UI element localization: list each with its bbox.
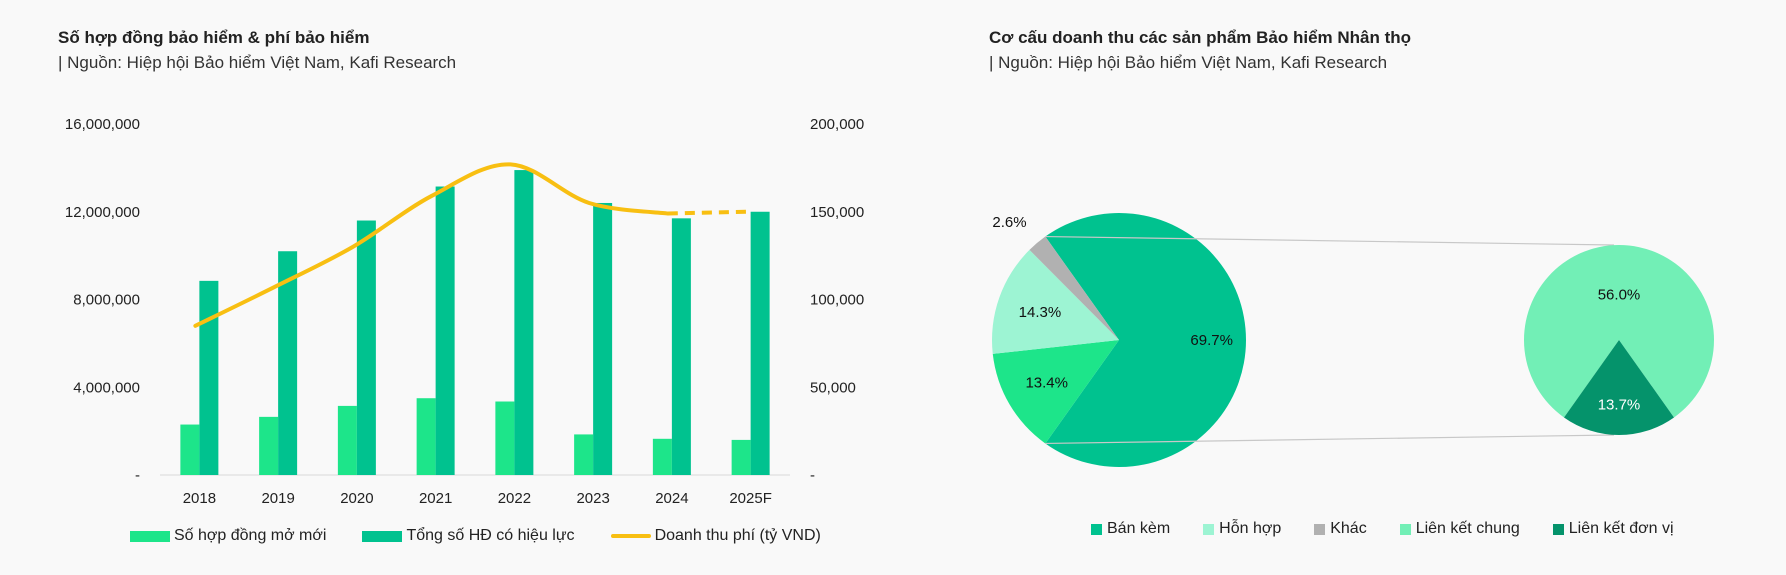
bar-total-contracts: [514, 170, 534, 475]
legend-item-ban-kem: Bán kèm: [1091, 520, 1170, 538]
left-axis-tick-label: 16,000,000: [65, 116, 140, 133]
legend-swatch-khac: [1314, 523, 1326, 535]
legend-swatch-ban-kem: [1091, 523, 1102, 535]
right-axis-tick-label: 50,000: [810, 379, 856, 396]
left-axis-tick-label: 8,000,000: [73, 292, 140, 309]
left-axis-tick-label: 4,000,000: [73, 379, 140, 396]
main-pie-slice-hon-hop-light: [992, 249, 1119, 354]
legend-item-lien-ket-don-vi: Liên kết đơn vị: [1552, 520, 1674, 538]
connector-line-bottom: [1045, 434, 1615, 445]
right-chart-panel: Cơ cấu doanh thu các sản phẩm Bảo hiểm N…: [900, 0, 1786, 575]
x-tick-label: 2020: [340, 490, 373, 507]
legend-label-revenue: Doanh thu phí (tỷ VND): [654, 527, 821, 544]
legend-item-khac: Khác: [1314, 520, 1367, 538]
right-axis-tick-label: 100,000: [810, 292, 864, 309]
main-pie-slice-ban-kem: [1045, 213, 1246, 467]
right-axis-tick-label: 200,000: [810, 116, 864, 133]
legend-label-lien-ket-chung: Liên kết chung: [1415, 520, 1520, 537]
legend-swatch-revenue: [610, 534, 651, 538]
x-tick-label: 2024: [655, 490, 688, 507]
legend-swatch-lien-ket-don-vi: [1552, 523, 1564, 535]
bar-new-contracts: [495, 401, 515, 475]
bar-new-contracts: [731, 439, 751, 475]
left-chart-subtitle: | Nguồn: Hiệp hội Bảo hiểm Việt Nam, Kaf…: [58, 53, 457, 72]
legend-item-hon-hop: Hỗn hợp: [1203, 520, 1281, 538]
connector-line-top: [1045, 235, 1615, 246]
bar-new-contracts: [574, 434, 594, 475]
right-axis-tick-label: -: [810, 467, 815, 484]
bar-line-chart: - 4,000,000 8,000,000 12,000,000 16,000,000 -…: [65, 116, 864, 507]
bar-total-contracts: [435, 186, 455, 475]
bar-new-contracts: [259, 416, 279, 475]
bar-new-contracts: [337, 405, 357, 475]
legend-item-revenue: Doanh thu phí (tỷ VND): [610, 527, 821, 545]
x-tick-label: 2025F: [729, 490, 772, 507]
legend-label-khac: Khác: [1330, 520, 1367, 537]
bar-total-contracts: [356, 220, 376, 475]
legend-swatch-total-contracts: [362, 530, 403, 542]
bar-total-contracts: [593, 202, 613, 475]
left-chart-panel: Số hợp đồng bảo hiểm & phí bảo hiểm | Ng…: [58, 28, 864, 545]
right-axis-tick-label: 150,000: [810, 204, 864, 221]
legend-label-total-contracts: Tổng số HĐ có hiệu lực: [406, 527, 575, 544]
bar-total-contracts: [671, 218, 691, 476]
main-pie-slice-hon-hop: [992, 340, 1119, 444]
x-tick-label: 2018: [183, 490, 216, 507]
legend-swatch-lien-ket-chung: [1399, 523, 1411, 535]
bar-new-contracts: [180, 424, 200, 475]
x-tick-label: 2022: [498, 490, 531, 507]
legend-label-new-contracts: Số hợp đồng mở mới: [174, 527, 327, 544]
left-axis-tick-label: -: [135, 467, 140, 484]
sub-pie-label: 13.7%: [1598, 397, 1641, 414]
legend-swatch-hon-hop: [1203, 523, 1215, 535]
sub-pie-label: 56.0%: [1598, 286, 1641, 303]
legend-label-ban-kem: Bán kèm: [1107, 520, 1171, 537]
legend-item-new-contracts: Số hợp đồng mở mới: [130, 527, 326, 545]
bar-new-contracts: [416, 398, 436, 475]
pie-of-pie-chart: 69.7% 13.4% 14.3% 2.6% 56.0% 13.7%: [992, 213, 1714, 467]
legend-label-lien-ket-don-vi: Liên kết đơn vị: [1568, 520, 1674, 537]
revenue-line-forecast: [667, 209, 747, 216]
right-chart-legend: Bán kèm Hỗn hợp Khác Liên kết chung Liên…: [1091, 520, 1674, 538]
left-chart-legend: Số hợp đồng mở mới Tổng số HĐ có hiệu lự…: [130, 527, 821, 545]
main-pie-label: 14.3%: [1019, 304, 1062, 321]
bar-total-contracts: [199, 280, 219, 475]
legend-item-total-contracts: Tổng số HĐ có hiệu lực: [362, 527, 575, 545]
right-chart-title: Cơ cấu doanh thu các sản phẩm Bảo hiểm N…: [989, 28, 1412, 47]
main-pie-slice-khac: [1029, 236, 1119, 340]
main-pie-label: 2.6%: [992, 214, 1026, 231]
legend-label-hon-hop: Hỗn hợp: [1219, 520, 1282, 537]
bar-new-contracts: [652, 438, 672, 475]
sub-pie-slice-lien-ket-chung: [1524, 245, 1714, 418]
revenue-line: [193, 162, 670, 328]
left-axis-tick-label: 12,000,000: [65, 204, 140, 221]
x-tick-label: 2023: [576, 490, 609, 507]
left-chart-title: Số hợp đồng bảo hiểm & phí bảo hiểm: [58, 28, 370, 47]
legend-swatch-new-contracts: [130, 530, 170, 542]
sub-pie-slice-lien-ket-don-vi: [1563, 340, 1675, 436]
bar-total-contracts: [750, 211, 770, 475]
main-pie-label: 13.4%: [1025, 374, 1068, 391]
x-tick-label: 2019: [261, 490, 294, 507]
x-tick-label: 2021: [419, 490, 452, 507]
legend-item-lien-ket-chung: Liên kết chung: [1399, 520, 1520, 538]
right-chart-subtitle: | Nguồn: Hiệp hội Bảo hiểm Việt Nam, Kaf…: [989, 53, 1388, 72]
bar-total-contracts: [278, 251, 298, 475]
main-pie-label: 69.7%: [1190, 332, 1233, 349]
